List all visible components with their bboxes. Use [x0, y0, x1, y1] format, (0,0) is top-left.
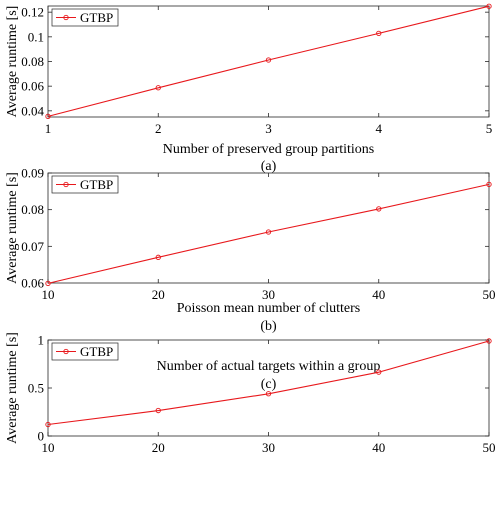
legend-entry: GTBP	[80, 177, 113, 192]
chart-panel-2: 10 20 30 40 50 0.06 0.07 0.08 0.09 Poisson mean n…	[5, 166, 496, 335]
x-tick-label: 30	[262, 440, 275, 455]
data-point	[376, 369, 382, 375]
legend: GTBP	[51, 8, 119, 27]
x-tick-label: 2	[155, 121, 162, 136]
y-tick-label: 0.06	[21, 276, 44, 291]
x-tick-label: 50	[483, 440, 496, 455]
data-point	[265, 57, 272, 63]
legend: GTBP	[51, 342, 119, 361]
x-tick-label: 10	[42, 440, 55, 455]
y-tick-label: 0	[38, 429, 45, 444]
y-tick-label: 1	[38, 333, 45, 348]
data-point	[376, 30, 382, 37]
data-point	[155, 85, 161, 91]
x-tick-label: 4	[376, 121, 383, 136]
data-point	[155, 407, 161, 414]
x-axis-label: Number of preserved group partitions	[163, 142, 375, 157]
x-tick-label: 40	[372, 287, 385, 302]
y-tick-label: 0.1	[28, 29, 44, 44]
data-point	[45, 113, 51, 120]
legend-marker	[63, 181, 69, 188]
data-point	[265, 391, 272, 397]
y-tick-label: 0.06	[21, 79, 44, 94]
x-tick-label: 40	[372, 440, 385, 455]
data-point	[486, 3, 492, 9]
data-point	[45, 421, 51, 428]
y-tick-label: 0.07	[21, 239, 44, 254]
data-point	[155, 254, 161, 260]
legend-entry: GTBP	[80, 10, 113, 25]
legend-box	[51, 175, 119, 194]
y-tick-label: 0.12	[21, 5, 44, 20]
y-axis-label: Average runtime [s]	[5, 6, 20, 118]
y-axis-label: Average runtime [s]	[5, 172, 20, 284]
data-point	[265, 229, 272, 235]
legend-marker	[63, 348, 69, 355]
y-tick-label: 0.04	[21, 103, 44, 118]
y-tick-label: 0.08	[21, 202, 44, 217]
y-axis-label: Average runtime [s]	[5, 332, 20, 444]
x-tick-label: 3	[265, 121, 272, 136]
series-line-gtbp	[47, 340, 490, 426]
data-point	[486, 338, 492, 344]
x-tick-label: 20	[152, 287, 165, 302]
x-tick-label: 10	[42, 287, 55, 302]
series-line-gtbp	[47, 183, 490, 284]
y-tick-label: 0.09	[21, 166, 44, 181]
x-tick-label: 30	[262, 287, 275, 302]
panel-label: (a)	[261, 159, 277, 174]
legend: GTBP	[51, 175, 119, 194]
chart-panel-3: 10 20 30 40 50 0 0.5 1 Number of actual targets …	[5, 332, 496, 455]
y-tick-label: 0.08	[21, 54, 44, 69]
y-tick-label: 0.5	[28, 381, 44, 396]
data-point	[45, 280, 51, 287]
legend-entry: GTBP	[80, 344, 113, 359]
x-axis-label: Number of actual targets within a group	[157, 359, 381, 374]
data-point	[486, 181, 492, 188]
x-tick-label: 1	[45, 121, 52, 136]
x-axis-label: Poisson mean number of clutters	[177, 301, 361, 316]
chart-panel-1: 1 2 3 4 5 0.04 0.06 0.08 0.1 0.12 Number of preser…	[5, 3, 493, 174]
x-tick-label: 5	[486, 121, 493, 136]
x-tick-label: 20	[152, 440, 165, 455]
data-point	[376, 206, 382, 212]
x-tick-label: 50	[483, 287, 496, 302]
panel-label: (b)	[260, 319, 277, 334]
legend-box	[51, 8, 119, 27]
legend-box	[51, 342, 119, 361]
series-line-gtbp	[47, 5, 490, 117]
panel-label: (c)	[261, 377, 277, 392]
legend-marker	[63, 14, 69, 21]
